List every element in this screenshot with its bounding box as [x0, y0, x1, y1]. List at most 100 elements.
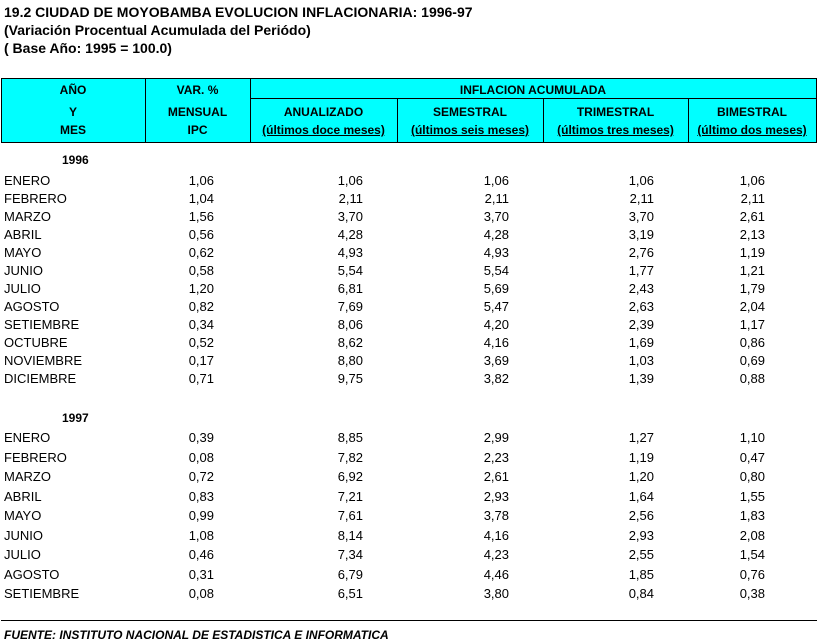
value-cell: 1,55 — [739, 488, 765, 504]
header-cell: (últimos seis meses) — [410, 123, 530, 137]
value-cell: 8,14 — [337, 527, 363, 543]
value-cell: 1,77 — [628, 263, 654, 278]
value-cell: 3,70 — [628, 209, 654, 224]
value-cell: 1,17 — [739, 317, 765, 332]
value-cell: 0,72 — [188, 469, 214, 484]
header-cell: VAR. % — [176, 83, 219, 97]
value-cell: 0,17 — [188, 353, 214, 368]
value-cell: 4,28 — [337, 227, 363, 242]
value-cell: 2,43 — [628, 281, 654, 296]
value-cell: 0,08 — [188, 449, 214, 465]
month-label: ENERO — [4, 430, 51, 445]
value-cell: 1,83 — [739, 508, 765, 523]
value-cell: 0,86 — [739, 335, 765, 350]
year-label: 1996 — [62, 153, 89, 167]
month-label: ABRIL — [4, 488, 42, 504]
title: 19.2 CIUDAD DE MOYOBAMBA EVOLUCION INFLA… — [4, 4, 473, 20]
value-cell: 1,79 — [739, 281, 765, 296]
value-cell: 2,93 — [483, 488, 509, 504]
value-cell: 1,21 — [739, 263, 765, 278]
value-cell: 7,21 — [337, 488, 363, 504]
value-cell: 7,61 — [337, 508, 363, 523]
value-cell: 1,19 — [628, 449, 654, 465]
value-cell: 0,69 — [739, 353, 765, 368]
month-label: ABRIL — [4, 227, 42, 242]
value-cell: 0,47 — [739, 449, 765, 465]
value-cell: 0,80 — [739, 469, 765, 484]
value-cell: 1,69 — [628, 335, 654, 350]
header-cell: MES — [59, 123, 86, 137]
value-cell: 1,39 — [628, 371, 654, 386]
value-cell: 1,27 — [628, 430, 654, 445]
month-label: MARZO — [4, 469, 51, 484]
month-label: OCTUBRE — [4, 335, 68, 350]
value-cell: 4,28 — [483, 227, 509, 242]
value-cell: 1,54 — [739, 547, 765, 562]
value-cell: 6,51 — [337, 586, 363, 601]
value-cell: 3,70 — [337, 209, 363, 224]
value-cell: 4,23 — [483, 547, 509, 562]
header-cell: Y — [68, 105, 77, 119]
subtitle: ( Base Año: 1995 = 100.0) — [4, 40, 172, 56]
value-cell: 2,93 — [628, 527, 654, 543]
value-cell: 3,78 — [483, 508, 509, 523]
value-cell: 5,54 — [483, 263, 509, 278]
value-cell: 2,11 — [484, 191, 509, 206]
header-divider — [543, 98, 544, 142]
value-cell: 2,23 — [483, 449, 509, 465]
header-divider — [688, 98, 689, 142]
value-cell: 4,16 — [483, 335, 509, 350]
value-cell: 0,76 — [739, 566, 765, 582]
value-cell: 5,54 — [337, 263, 363, 278]
value-cell: 7,34 — [337, 547, 363, 562]
value-cell: 1,10 — [739, 430, 765, 445]
header-cell: (últimos doce meses) — [262, 123, 385, 137]
year-label: 1997 — [62, 411, 89, 425]
value-cell: 1,64 — [628, 488, 654, 504]
value-cell: 0,39 — [188, 430, 214, 445]
value-cell: 2,56 — [628, 508, 654, 523]
header-cell: IPC — [187, 123, 208, 137]
value-cell: 5,69 — [483, 281, 509, 296]
value-cell: 3,70 — [483, 209, 509, 224]
header-cell: TRIMESTRAL — [576, 105, 655, 119]
header-divider — [397, 98, 398, 142]
value-cell: 2,13 — [739, 227, 765, 242]
value-cell: 6,79 — [337, 566, 363, 582]
month-label: JUNIO — [4, 527, 43, 543]
value-cell: 2,61 — [483, 469, 509, 484]
month-label: JULIO — [4, 547, 41, 562]
value-cell: 1,20 — [188, 281, 214, 296]
header-divider — [250, 79, 251, 142]
value-cell: 1,06 — [628, 173, 654, 188]
value-cell: 4,20 — [483, 317, 509, 332]
header-cell: (último dos meses) — [697, 123, 807, 137]
month-label: AGOSTO — [4, 299, 60, 314]
value-cell: 3,82 — [483, 371, 509, 386]
header-divider — [145, 79, 146, 142]
header-divider — [250, 98, 816, 99]
value-cell: 0,52 — [188, 335, 214, 350]
month-label: ENERO — [4, 173, 51, 188]
value-cell: 1,06 — [483, 173, 509, 188]
value-cell: 3,80 — [483, 586, 509, 601]
month-label: SETIEMBRE — [4, 317, 80, 332]
value-cell: 0,88 — [739, 371, 765, 386]
header-cell: AÑO — [59, 83, 87, 97]
rule — [1, 620, 817, 621]
month-label: AGOSTO — [4, 566, 60, 582]
value-cell: 2,08 — [739, 527, 765, 543]
value-cell: 2,11 — [629, 191, 654, 206]
subtitle: (Variación Procentual Acumulada del Peri… — [4, 22, 311, 38]
month-label: MAYO — [4, 245, 42, 260]
month-label: NOVIEMBRE — [4, 353, 83, 368]
value-cell: 2,76 — [628, 245, 654, 260]
value-cell: 2,61 — [739, 209, 765, 224]
month-label: JUNIO — [4, 263, 43, 278]
value-cell: 0,62 — [188, 245, 214, 260]
value-cell: 2,39 — [628, 317, 654, 332]
month-label: FEBRERO — [4, 191, 67, 206]
value-cell: 8,06 — [337, 317, 363, 332]
value-cell: 2,55 — [628, 547, 654, 562]
